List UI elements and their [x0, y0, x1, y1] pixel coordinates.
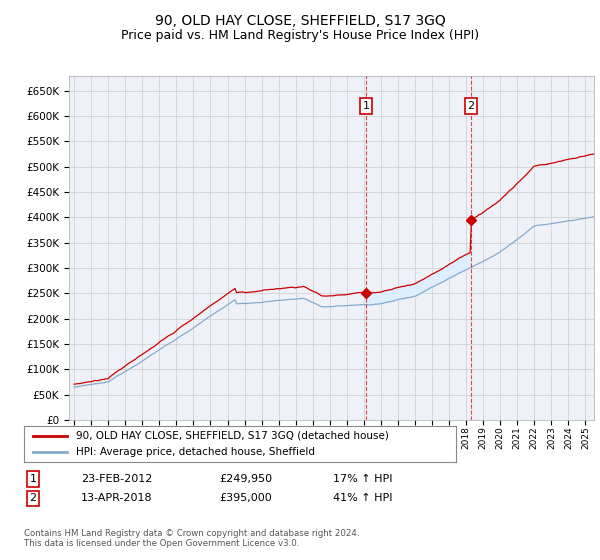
Text: £249,950: £249,950 — [219, 474, 272, 484]
Text: 41% ↑ HPI: 41% ↑ HPI — [333, 493, 392, 503]
Text: 90, OLD HAY CLOSE, SHEFFIELD, S17 3GQ (detached house): 90, OLD HAY CLOSE, SHEFFIELD, S17 3GQ (d… — [76, 431, 389, 441]
Text: Contains HM Land Registry data © Crown copyright and database right 2024.
This d: Contains HM Land Registry data © Crown c… — [24, 529, 359, 548]
Text: 17% ↑ HPI: 17% ↑ HPI — [333, 474, 392, 484]
Text: 2: 2 — [467, 101, 475, 111]
Text: £395,000: £395,000 — [219, 493, 272, 503]
Text: 1: 1 — [29, 474, 37, 484]
Text: 23-FEB-2012: 23-FEB-2012 — [81, 474, 152, 484]
Text: HPI: Average price, detached house, Sheffield: HPI: Average price, detached house, Shef… — [76, 447, 315, 457]
Text: 1: 1 — [362, 101, 370, 111]
Text: Price paid vs. HM Land Registry's House Price Index (HPI): Price paid vs. HM Land Registry's House … — [121, 29, 479, 42]
Text: 90, OLD HAY CLOSE, SHEFFIELD, S17 3GQ: 90, OLD HAY CLOSE, SHEFFIELD, S17 3GQ — [155, 14, 445, 28]
Text: 2: 2 — [29, 493, 37, 503]
Text: 13-APR-2018: 13-APR-2018 — [81, 493, 152, 503]
